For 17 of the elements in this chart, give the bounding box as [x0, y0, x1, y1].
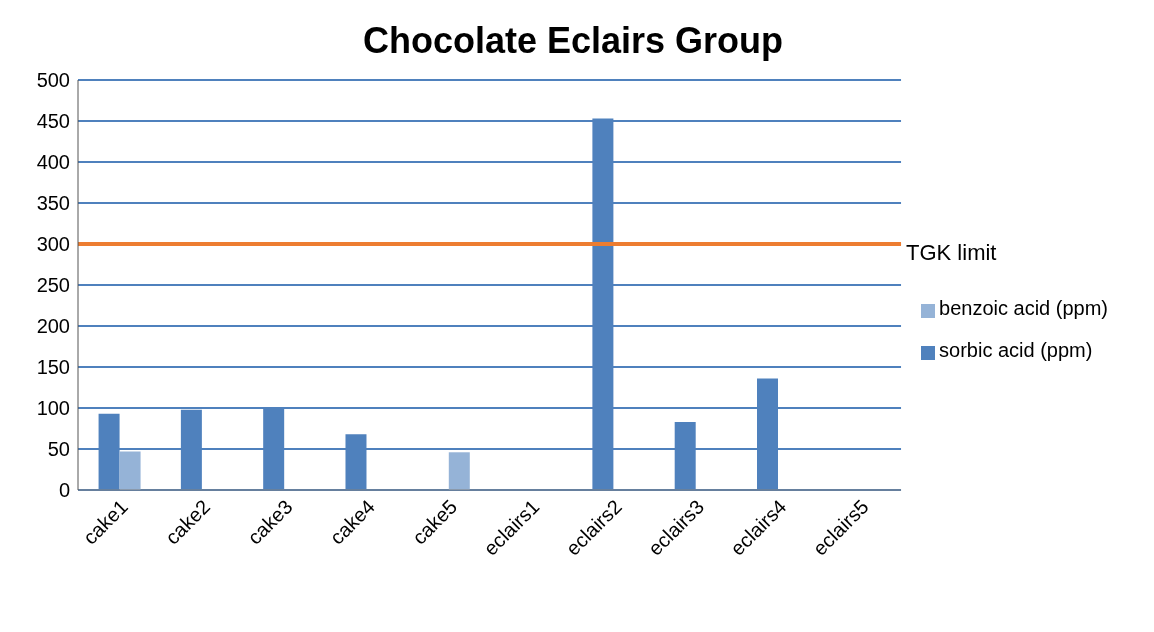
- y-tick-label: 500: [36, 69, 70, 92]
- y-tick-label: 100: [36, 397, 70, 420]
- y-tick-label: 200: [36, 315, 70, 338]
- y-tick-label: 350: [36, 192, 70, 215]
- y-tick-label: 450: [36, 110, 70, 133]
- y-tick-label: 250: [36, 274, 70, 297]
- y-tick-label: 50: [47, 438, 70, 461]
- ref-line-label: TGK limit: [906, 239, 997, 265]
- legend-label: benzoic acid (ppm): [939, 297, 1108, 319]
- y-tick-label: 150: [36, 356, 70, 379]
- bar: [119, 451, 141, 490]
- y-tick-label: 300: [36, 233, 70, 256]
- y-tick-label: 0: [58, 479, 70, 502]
- chart-title: Chocolate Eclairs Group: [361, 20, 785, 62]
- legend-label: sorbic acid (ppm): [939, 339, 1093, 361]
- bar: [448, 452, 470, 490]
- y-tick-label: 400: [36, 151, 70, 174]
